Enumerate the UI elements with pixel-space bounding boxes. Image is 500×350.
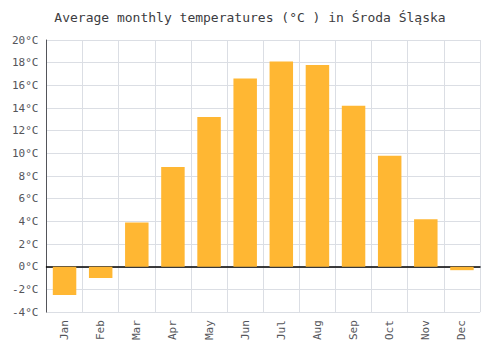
svg-text:8°C: 8°C [19,170,39,183]
svg-text:12°C: 12°C [12,124,39,137]
svg-text:Dec: Dec [455,320,468,340]
svg-text:-4°C: -4°C [12,306,39,319]
svg-text:10°C: 10°C [12,147,39,160]
svg-text:18°C: 18°C [12,56,39,69]
svg-text:Jul: Jul [275,320,288,340]
svg-text:4°C: 4°C [19,215,39,228]
svg-text:2°C: 2°C [19,238,39,251]
svg-text:Apr: Apr [166,320,179,340]
svg-text:Jun: Jun [239,320,252,340]
svg-text:Jan: Jan [58,320,71,340]
svg-text:Mar: Mar [130,320,143,340]
svg-text:Nov: Nov [419,320,432,340]
svg-text:Aug: Aug [311,320,324,340]
svg-text:Sep: Sep [347,320,360,340]
svg-text:20°C: 20°C [12,34,39,47]
svg-text:-2°C: -2°C [12,283,39,296]
svg-text:16°C: 16°C [12,79,39,92]
svg-text:May: May [203,320,216,340]
svg-text:0°C: 0°C [19,260,39,273]
svg-text:Feb: Feb [94,320,107,340]
svg-text:6°C: 6°C [19,192,39,205]
svg-text:Average monthly temperatures (: Average monthly temperatures (°C ) in Śr… [54,10,445,25]
svg-text:Oct: Oct [383,320,396,340]
svg-text:14°C: 14°C [12,102,39,115]
